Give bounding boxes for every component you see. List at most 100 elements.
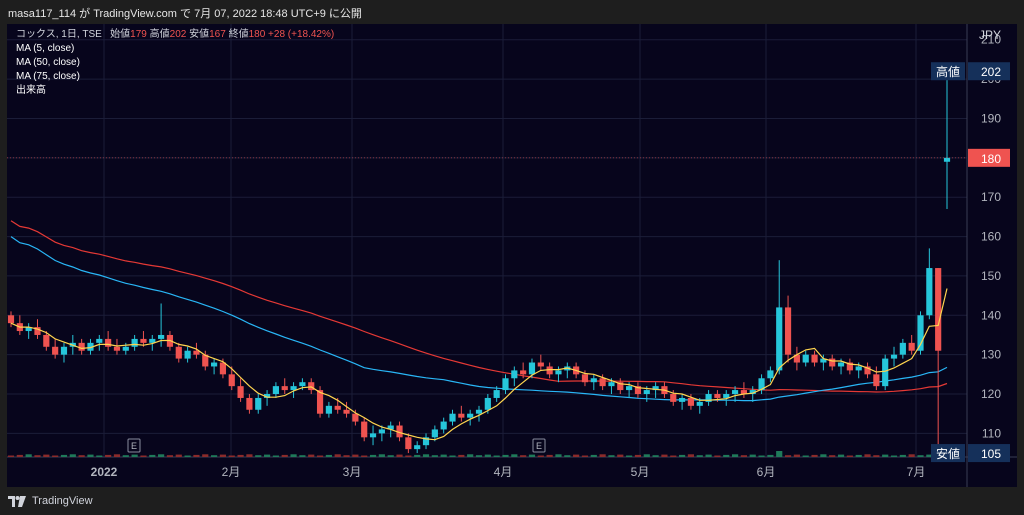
volume-bar <box>299 455 306 457</box>
volume-bar <box>864 454 871 457</box>
volume-bar <box>387 455 394 457</box>
volume-bar <box>802 455 809 457</box>
candle-body <box>696 401 703 406</box>
footer-brand: TradingView <box>32 495 93 507</box>
y-tick-label: 160 <box>981 230 1001 244</box>
chart-legend: コックス, 1日, TSE 始値179 高値202 安値167 終値180 +2… <box>16 28 334 98</box>
price-tag-label: 高値 <box>936 64 960 79</box>
volume-bar <box>237 454 244 457</box>
volume-bar <box>520 455 527 457</box>
low-label: 安値 <box>189 29 210 40</box>
candle-body <box>369 433 377 438</box>
candle-body <box>343 409 350 414</box>
candle-body <box>34 327 41 335</box>
x-tick-label: 2022 <box>91 465 118 479</box>
volume-bar <box>228 455 235 457</box>
volume-legend[interactable]: 出来高 <box>16 85 46 96</box>
volume-bar <box>475 455 483 457</box>
candle-body <box>158 334 165 339</box>
candle-body <box>784 307 792 355</box>
candle-body <box>926 268 933 316</box>
volume-bar <box>908 454 915 457</box>
candle-body <box>617 382 624 391</box>
volume-bar <box>467 454 474 457</box>
volume-bar <box>96 455 103 457</box>
volume-bar <box>458 454 465 457</box>
candle-body <box>758 378 765 391</box>
volume-bar <box>599 454 606 457</box>
volume-bar <box>890 455 898 457</box>
x-tick-label: 7月 <box>907 465 926 479</box>
volume-bar <box>899 454 906 457</box>
candle-body <box>608 382 615 387</box>
candle-body <box>184 350 191 359</box>
open-label: 始値 <box>110 29 131 40</box>
x-tick-label: 3月 <box>343 465 362 479</box>
y-tick-label: 120 <box>981 387 1001 401</box>
volume-bar <box>855 454 862 457</box>
candle-body <box>555 370 562 375</box>
tradingview-logo[interactable]: TradingView <box>8 495 93 507</box>
ma5-legend[interactable]: MA (5, close) <box>16 43 75 54</box>
volume-bar <box>546 454 553 457</box>
volume-bar <box>917 455 924 457</box>
volume-bar <box>758 455 765 457</box>
x-tick-label: 5月 <box>631 465 650 479</box>
ma75-legend[interactable]: MA (75, close) <box>16 71 80 82</box>
candle-body <box>714 394 721 398</box>
chart-frame[interactable] <box>7 24 1017 487</box>
candle-body <box>405 437 412 450</box>
volume-bar <box>16 454 23 457</box>
price-tag-bg <box>968 444 1010 463</box>
candle-body <box>652 386 659 391</box>
candle-body <box>917 315 924 351</box>
ma50-legend[interactable]: MA (50, close) <box>16 57 80 68</box>
y-tick-label: 150 <box>981 269 1001 283</box>
price-tag-bg <box>968 62 1010 81</box>
volume-bar <box>246 454 253 457</box>
volume-bar <box>484 454 491 457</box>
volume-bar <box>281 454 288 457</box>
volume-bar <box>175 454 182 457</box>
volume-bar <box>926 454 933 457</box>
candle-body <box>670 394 677 402</box>
candle-body <box>52 346 59 355</box>
candle-body <box>643 390 650 395</box>
candle-body <box>105 338 112 347</box>
price-tag-value: 202 <box>981 65 1001 79</box>
volume-bar <box>731 454 739 457</box>
event-marker <box>127 438 141 453</box>
x-tick-label: 6月 <box>757 465 776 479</box>
volume-bar <box>361 455 368 457</box>
y-tick-label: 140 <box>981 308 1001 322</box>
volume-bar <box>149 454 156 457</box>
volume-bar <box>334 454 341 457</box>
y-tick-label: 190 <box>981 111 1001 125</box>
candle-body <box>537 362 544 367</box>
tradingview-logo-icon <box>8 495 26 507</box>
candle-body <box>882 358 889 387</box>
volume-bar <box>343 455 350 457</box>
price-tag-value: 180 <box>981 152 1001 166</box>
candle-body <box>78 342 85 351</box>
candle-body <box>626 386 633 391</box>
event-marker <box>532 438 546 453</box>
candle-body <box>122 346 129 351</box>
volume-bar <box>131 454 138 457</box>
candle-body <box>855 366 862 371</box>
volume-bar <box>882 454 889 457</box>
x-tick-label: 4月 <box>494 465 513 479</box>
candle-body <box>149 338 156 343</box>
volume-bar <box>793 454 800 457</box>
high-label: 高値 <box>149 29 170 40</box>
candle-body <box>87 342 94 351</box>
volume-bar <box>634 454 642 457</box>
y-tick-label: 110 <box>982 426 1001 440</box>
volume-bar <box>670 455 677 457</box>
candle-body <box>352 413 359 422</box>
candle-body <box>634 386 642 395</box>
volume-bar <box>643 454 650 457</box>
volume-bar <box>740 455 747 457</box>
volume-bar <box>776 451 783 457</box>
